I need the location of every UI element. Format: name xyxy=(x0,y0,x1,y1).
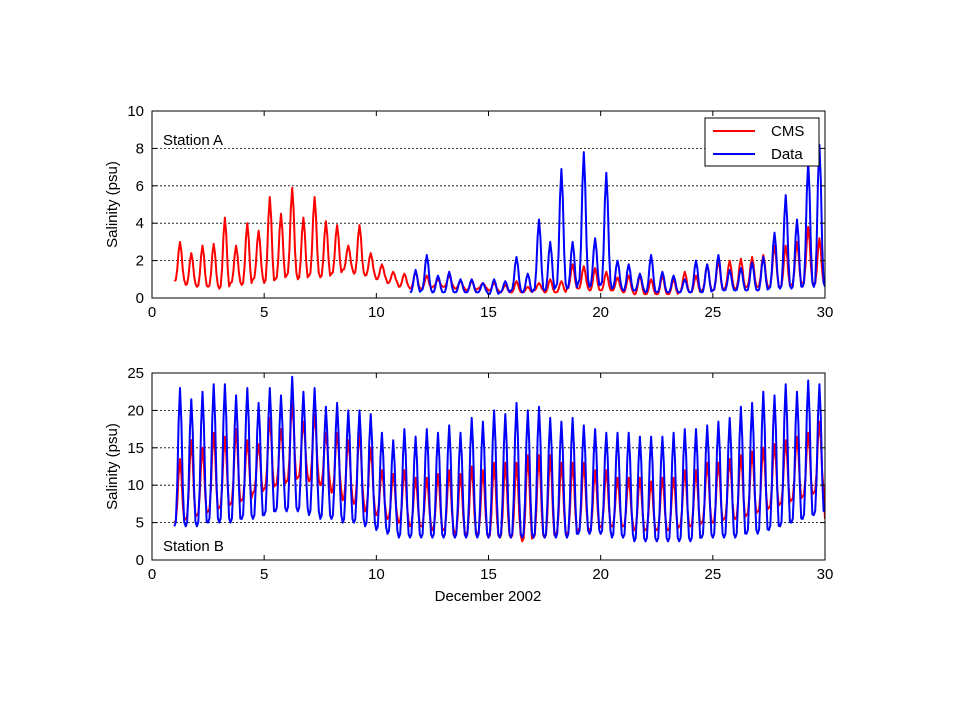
station-a-x-tick-label: 25 xyxy=(704,304,721,321)
station-b-ticks: 0 5 10 15 20 25 30 0 5 10 15 20 25 xyxy=(127,365,833,583)
station-b-x-tick-label: 20 xyxy=(592,566,609,583)
station-b-label: Station B xyxy=(163,538,224,555)
station-b-series xyxy=(173,375,825,543)
legend-box xyxy=(704,117,820,167)
station-a-y-tick-label: 0 xyxy=(136,290,144,307)
station-a-series xyxy=(173,143,825,296)
station-b-x-axis-label: December 2002 xyxy=(435,588,542,605)
station-b-panel: 0 5 10 15 20 25 30 0 5 10 15 20 25 Salinity (psu) De… xyxy=(104,365,833,605)
station-b-x-tick-label: 5 xyxy=(260,566,268,583)
station-a-x-tick-label: 5 xyxy=(260,304,268,321)
station-a-y-tick-label: 10 xyxy=(127,103,144,120)
station-b-x-tick-label: 10 xyxy=(368,566,385,583)
legend-label-data: Data xyxy=(771,146,803,163)
station-a-x-tick-label: 20 xyxy=(592,304,609,321)
station-a-ticks: 0 5 10 15 20 25 30 0 2 4 6 8 10 xyxy=(127,103,833,321)
legend-label-cms: CMS xyxy=(771,123,804,140)
station-a-x-tick-label: 0 xyxy=(148,304,156,321)
legend: CMS Data xyxy=(704,117,820,167)
station-b-y-tick-label: 25 xyxy=(127,365,144,382)
station-a-grid xyxy=(152,147,825,262)
station-a-y-tick-label: 4 xyxy=(136,215,144,232)
station-b-x-tick-label: 25 xyxy=(704,566,721,583)
station-b-y-tick-label: 15 xyxy=(127,440,144,457)
station-b-x-tick-label: 0 xyxy=(148,566,156,583)
station-b-y-tick-label: 10 xyxy=(127,477,144,494)
station-a-x-tick-label: 30 xyxy=(817,304,834,321)
station-b-x-tick-label: 15 xyxy=(480,566,497,583)
station-a-y-tick-label: 6 xyxy=(136,178,144,195)
station-b-y-axis-label: Salinity (psu) xyxy=(104,423,121,510)
station-a-y-tick-label: 8 xyxy=(136,140,144,157)
station-a-x-tick-label: 15 xyxy=(480,304,497,321)
station-a-label: Station A xyxy=(163,132,223,149)
station-a-series-data xyxy=(409,143,825,296)
station-b-y-tick-label: 20 xyxy=(127,402,144,419)
station-b-x-tick-label: 30 xyxy=(817,566,834,583)
station-b-y-tick-label: 0 xyxy=(136,552,144,569)
station-b-y-tick-label: 5 xyxy=(136,515,144,532)
station-a-y-axis-label: Salinity (psu) xyxy=(104,161,121,248)
station-a-y-tick-label: 2 xyxy=(136,253,144,270)
station-a-panel: 0 5 10 15 20 25 30 0 2 4 6 8 10 Salinity (psu) Stati… xyxy=(104,103,833,321)
station-b-series-data xyxy=(173,375,825,543)
station-a-x-tick-label: 10 xyxy=(368,304,385,321)
